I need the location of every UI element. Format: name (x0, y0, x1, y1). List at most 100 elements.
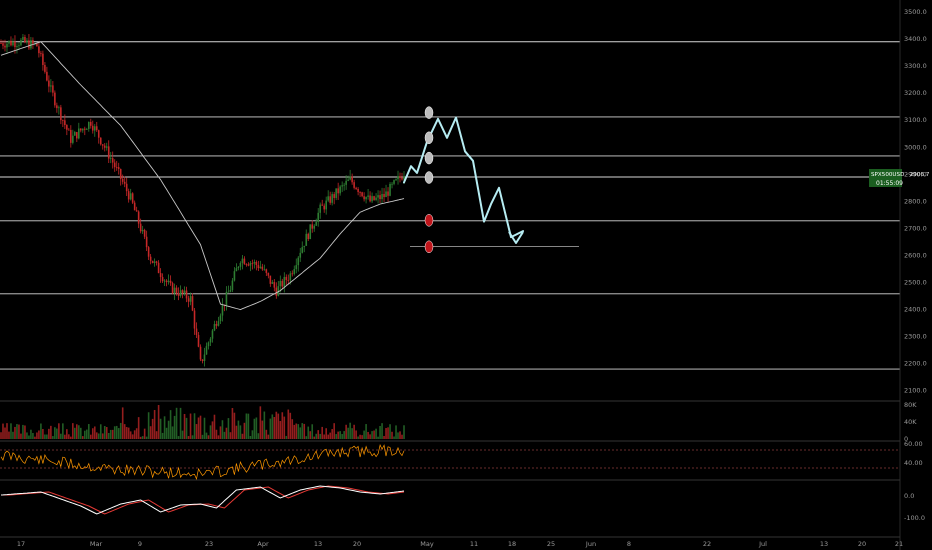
volume-bar (48, 428, 50, 439)
candle-body (213, 324, 216, 331)
time-tick-label: 13 (314, 540, 322, 548)
volume-bar (257, 433, 260, 439)
candle-body (203, 354, 206, 362)
horizontal-levels (0, 41, 900, 370)
rsi-pane (0, 444, 900, 481)
candle-body (245, 264, 248, 266)
candle-body (307, 233, 310, 240)
volume-bar (321, 426, 324, 439)
candle-body (303, 245, 306, 248)
price-tick-label: 2500.0 (904, 279, 927, 287)
volume-bar (381, 423, 383, 439)
volume-bar (383, 435, 385, 439)
volume-bar (26, 432, 28, 439)
candle-body (197, 334, 200, 347)
projection-drawing (403, 106, 524, 254)
candle-body (147, 247, 150, 257)
candle-body (64, 120, 66, 126)
candle-body (52, 85, 54, 93)
volume-bar (333, 423, 335, 439)
volume-bar (145, 436, 148, 439)
volume-bar (183, 413, 186, 439)
candle-body (301, 247, 304, 253)
volume-bar (367, 431, 369, 439)
volume-bar (243, 422, 246, 439)
candle-body (58, 107, 60, 109)
volume-bar (319, 433, 322, 439)
candle-body (227, 291, 230, 293)
volume-bar (135, 428, 138, 439)
volume-bar (89, 434, 92, 439)
candle-body (219, 315, 222, 322)
macd-line (0, 485, 405, 515)
volume-bar (345, 424, 347, 439)
candle-body (401, 177, 403, 180)
volume-bar (235, 425, 238, 439)
candle-body (99, 137, 102, 145)
candle-body (40, 53, 42, 54)
volume-bar (151, 418, 154, 439)
price-tick-label: 2700.0 (904, 224, 927, 232)
volume-bar (251, 430, 254, 439)
volume-bar (56, 428, 58, 439)
candle-body (159, 273, 162, 278)
candle-body (299, 252, 302, 258)
volume-bar (137, 417, 140, 439)
volume-bar (339, 431, 341, 439)
candle-body (271, 282, 274, 284)
volume-bar (255, 417, 258, 439)
candle-body (243, 258, 246, 265)
volume-bar (167, 420, 170, 439)
candle-body (80, 128, 82, 131)
rsi-tick-label: 60.00 (904, 440, 923, 448)
volume-bar (369, 434, 371, 439)
projection-path (403, 116, 524, 239)
candle-body (329, 196, 331, 203)
candle-body (199, 346, 202, 360)
volume-bar (44, 434, 46, 439)
volume-bar (139, 436, 142, 439)
time-tick-label: May (420, 540, 434, 548)
ma-line (0, 41, 405, 311)
price-tick-label: 3300.0 (904, 62, 927, 70)
candle-body (81, 128, 84, 131)
volume-bar (357, 436, 359, 439)
candle-body (111, 158, 114, 163)
volume-bar (305, 436, 308, 439)
volume-bar (371, 431, 373, 439)
candle-body (247, 264, 250, 266)
candle-body (363, 196, 365, 200)
candle-body (119, 168, 122, 180)
candle-body (201, 359, 204, 362)
volume-bar (341, 434, 343, 439)
volume-bar (85, 429, 88, 439)
candle-body (343, 184, 345, 186)
projection-arrowhead (508, 231, 524, 244)
candle-body (93, 126, 96, 131)
volume-bar (227, 418, 230, 439)
candle-body (217, 321, 220, 326)
volume-bar (267, 434, 270, 439)
candle-body (0, 43, 2, 44)
candle-body (105, 146, 108, 148)
candle-body (251, 263, 254, 264)
volume-bar (221, 420, 224, 439)
volume-bar (277, 413, 280, 439)
time-tick-label: 11 (470, 540, 478, 548)
volume-bar (297, 424, 300, 439)
candle-body (263, 269, 266, 271)
volume-bar (2, 423, 4, 439)
volume-bar (309, 431, 312, 439)
projection-marker (424, 151, 434, 165)
candle-body (351, 176, 353, 183)
candle-body (403, 176, 405, 180)
candle-body (95, 126, 98, 131)
candle-body (137, 211, 140, 224)
candle-body (207, 342, 210, 347)
candle-body (267, 272, 270, 276)
time-tick-label: 23 (205, 540, 213, 548)
price-tick-label: 2900.0 (904, 170, 927, 178)
volume-bar (389, 424, 391, 439)
